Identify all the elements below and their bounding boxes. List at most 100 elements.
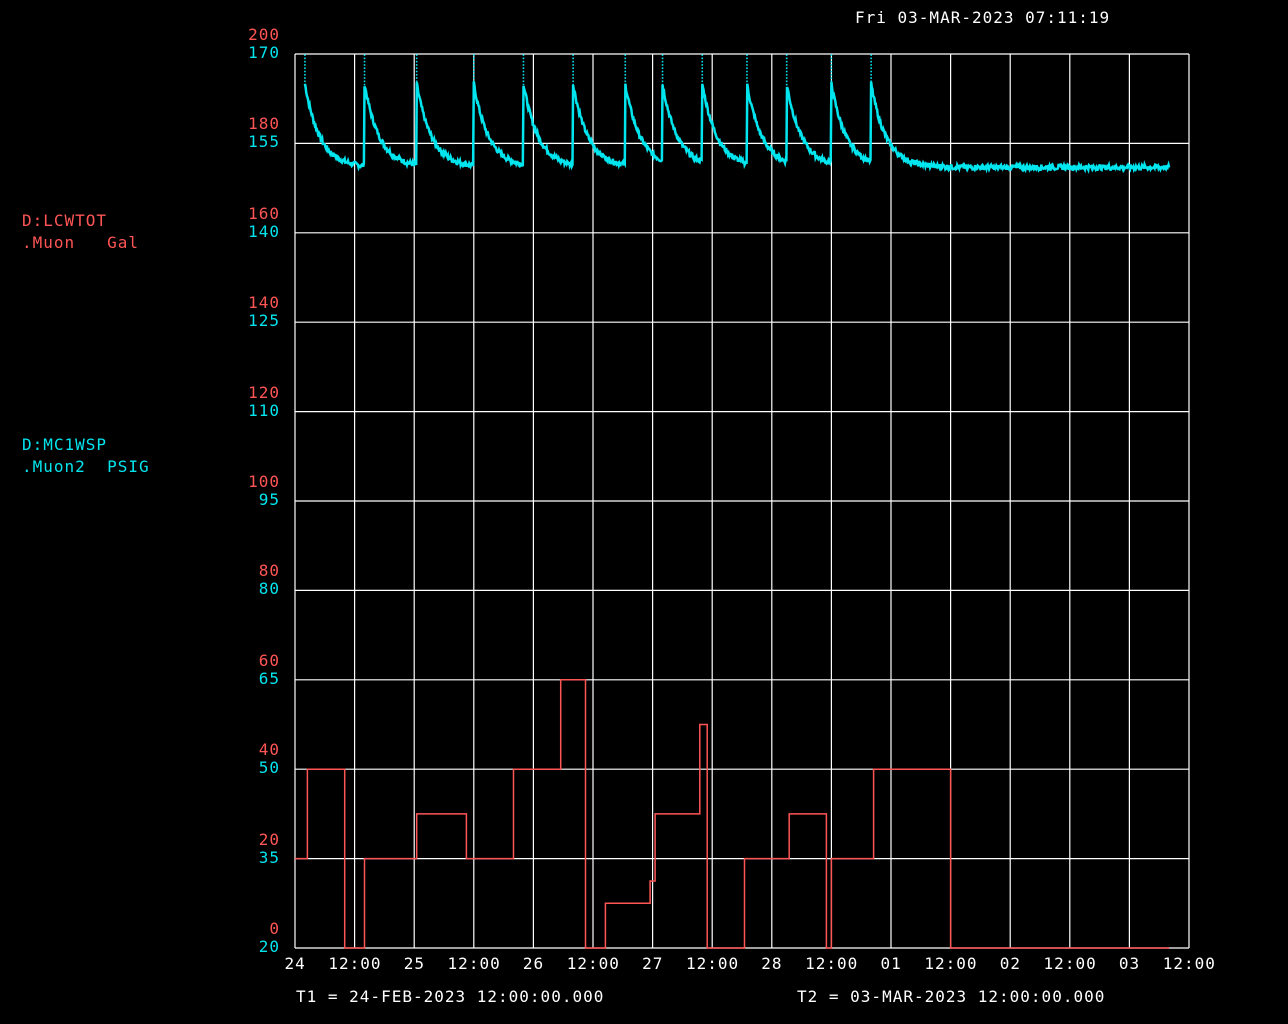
x-tick-label: 24 — [284, 954, 306, 973]
spike-point — [830, 80, 833, 83]
spike-point — [572, 60, 574, 63]
spike-point — [572, 54, 574, 56]
spike-point — [661, 60, 664, 63]
x-tick-label: 12:00 — [566, 954, 620, 973]
spike-point — [661, 57, 664, 60]
y-tick-label-red: 20 — [258, 829, 280, 849]
spike-point — [522, 54, 525, 56]
spike-point — [304, 83, 306, 86]
spike-point — [363, 70, 366, 73]
spike-point — [785, 73, 788, 76]
spike-point — [304, 80, 306, 83]
spike-point — [473, 57, 475, 60]
spike-point — [363, 60, 366, 63]
spike-point — [830, 77, 833, 79]
spike-point — [522, 64, 525, 66]
spike-point — [870, 57, 872, 60]
x-tick-label: 27 — [642, 954, 664, 973]
header-timestamp: Fri 03-MAR-2023 07:11:19 — [855, 8, 1111, 27]
spike-point — [870, 70, 872, 73]
spike-point — [870, 60, 872, 63]
spike-point — [473, 67, 475, 70]
spike-point — [304, 73, 306, 76]
spike-point — [624, 77, 627, 79]
spike-point — [363, 67, 366, 70]
spike-point — [870, 80, 872, 83]
spike-point — [830, 57, 833, 60]
x-tick-label: 02 — [999, 954, 1021, 973]
plot-grid — [294, 53, 1190, 949]
spike-point — [304, 77, 306, 79]
y-tick-label-red: 180 — [248, 114, 280, 134]
x-tick-label: 12:00 — [447, 954, 501, 973]
spike-point — [746, 70, 748, 73]
spike-point — [870, 64, 872, 66]
spike-point — [304, 54, 306, 56]
x-tick-label: 12:00 — [1043, 954, 1097, 973]
spike-point — [785, 80, 788, 83]
x-tick-label: 12:00 — [924, 954, 978, 973]
y-tick-label-red: 200 — [248, 25, 280, 44]
spike-point — [830, 73, 833, 76]
x-tick-label: 25 — [403, 954, 425, 973]
spike-point — [522, 70, 525, 73]
spike-point — [785, 54, 788, 56]
spike-point — [572, 80, 574, 83]
y-tick-label-red: 60 — [258, 650, 280, 670]
spike-point — [415, 67, 418, 70]
x-tick-label: 01 — [880, 954, 902, 973]
spike-point — [572, 73, 574, 76]
y-tick-label-cyan: 110 — [248, 400, 280, 420]
y-tick-label-red: 0 — [269, 919, 280, 938]
spike-point — [473, 64, 475, 66]
spike-point — [522, 60, 525, 63]
y-tick-label-cyan: 65 — [258, 668, 280, 688]
spike-point — [572, 64, 574, 66]
spike-point — [473, 80, 475, 83]
spike-point — [415, 64, 418, 66]
spike-point — [661, 77, 664, 79]
spike-point — [304, 60, 306, 63]
spike-point — [522, 83, 525, 86]
spike-point — [624, 54, 627, 56]
spike-point — [870, 83, 872, 86]
spike-point — [572, 57, 574, 60]
y-tick-label-red: 120 — [248, 382, 280, 402]
spike-point — [473, 73, 475, 76]
spike-point — [830, 54, 833, 56]
spike-point — [363, 83, 366, 86]
spike-point — [830, 60, 833, 63]
spike-point — [661, 83, 664, 86]
x-tick-label: 26 — [522, 954, 545, 973]
spike-point — [572, 67, 574, 70]
spike-point — [785, 57, 788, 60]
spike-point — [415, 54, 418, 56]
series-line-lcwtot — [295, 679, 1170, 949]
spike-point — [473, 54, 475, 56]
spike-point — [870, 73, 872, 76]
x-tick-label: 12:00 — [1162, 954, 1216, 973]
spike-point — [473, 60, 475, 63]
spike-point — [785, 77, 788, 79]
spike-point — [661, 80, 664, 83]
y-tick-label-cyan: 95 — [258, 490, 280, 509]
x-tick-label: 28 — [761, 954, 783, 973]
spike-point — [522, 77, 525, 79]
spike-point — [415, 83, 418, 86]
spike-point — [870, 77, 872, 79]
x-tick-label: 03 — [1118, 954, 1141, 973]
spike-point — [661, 64, 664, 66]
spike-point — [572, 77, 574, 79]
y-tick-label-red: 140 — [248, 293, 280, 313]
series-line-mc1wsp — [303, 81, 1171, 175]
spike-point — [415, 60, 418, 63]
spike-point — [473, 70, 475, 73]
spike-point — [701, 73, 704, 76]
spike-point — [830, 64, 833, 66]
spike-point — [363, 77, 366, 79]
spike-point — [785, 64, 788, 66]
spike-point — [304, 64, 306, 66]
footer-t1: T1 = 24-FEB-2023 12:00:00.000 — [296, 987, 605, 1006]
spike-point — [363, 64, 366, 66]
